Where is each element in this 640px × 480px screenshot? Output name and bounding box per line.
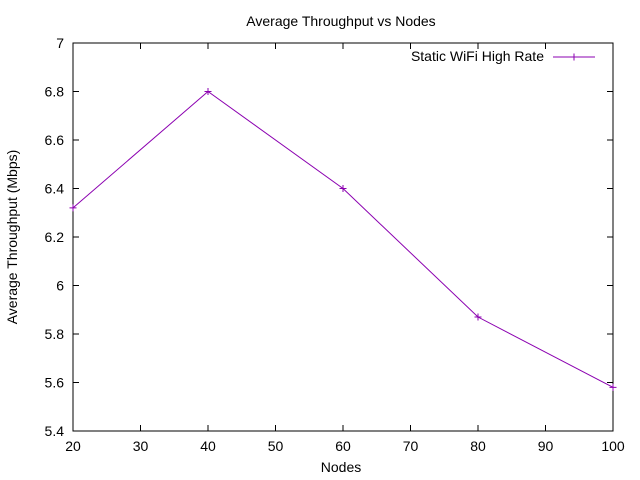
- legend-marker: [570, 53, 578, 61]
- x-tick-label: 80: [470, 438, 486, 454]
- data-point-marker: [339, 185, 347, 192]
- y-axis-label: Average Throughput (Mbps): [4, 150, 20, 325]
- x-tick-label: 30: [133, 438, 149, 454]
- plot-area: 20 30 40 50 60 70 80 90 100 5.4 5.6 5.8 6 6.2 6.4 6.6 6…: [45, 35, 625, 454]
- x-tick-label: 20: [65, 438, 81, 454]
- y-tick-label: 5.8: [45, 326, 65, 342]
- series-layer: [69, 88, 617, 391]
- y-tick-label: 6.6: [45, 132, 65, 148]
- x-axis: 20 30 40 50 60 70 80 90 100: [65, 43, 625, 454]
- y-tick-label: 6.4: [45, 181, 65, 197]
- chart-title: Average Throughput vs Nodes: [246, 13, 435, 29]
- y-tick-label: 6.8: [45, 84, 65, 100]
- y-tick-label: 6: [56, 278, 64, 294]
- data-point-marker: [204, 88, 212, 95]
- y-tick-label: 5.4: [45, 423, 65, 439]
- data-point-marker: [609, 383, 617, 391]
- legend: Static WiFi High Rate: [411, 48, 595, 64]
- y-axis: 5.4 5.6 5.8 6 6.2 6.4 6.6 6.8 7: [45, 35, 613, 439]
- x-tick-label: 90: [538, 438, 554, 454]
- x-axis-label: Nodes: [321, 459, 361, 475]
- x-tick-label: 40: [200, 438, 216, 454]
- y-tick-label: 5.6: [45, 375, 65, 391]
- data-point-marker: [474, 313, 482, 321]
- y-tick-label: 6.2: [45, 229, 65, 245]
- legend-label: Static WiFi High Rate: [411, 48, 544, 64]
- y-tick-label: 7: [56, 35, 64, 51]
- x-tick-label: 70: [403, 438, 419, 454]
- x-tick-label: 60: [335, 438, 351, 454]
- x-tick-label: 100: [601, 438, 625, 454]
- data-point-marker: [69, 204, 77, 212]
- x-tick-label: 50: [268, 438, 284, 454]
